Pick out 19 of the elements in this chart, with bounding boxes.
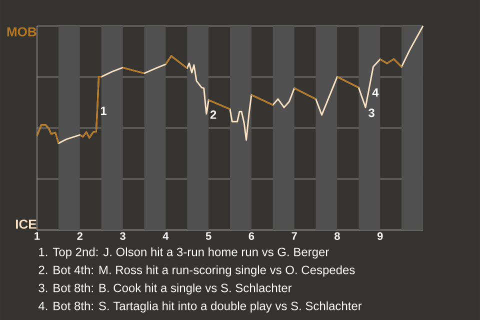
x-tick-label: 9 bbox=[377, 232, 383, 240]
text: 1. Top 2nd: J. Olson hit a 3-run home run vs G. Berger bbox=[39, 247, 329, 259]
x-tick-label: 1 bbox=[34, 232, 40, 240]
x-tick-label: 3 bbox=[120, 232, 126, 240]
x-tick-label: 2 bbox=[77, 232, 83, 240]
text: MOB bbox=[7, 27, 36, 36]
text: 4. Bot 8th: S. Tartaglia hit into a double play vs S. Schlachter bbox=[38, 301, 362, 313]
x-tick-label: 4 bbox=[162, 232, 169, 240]
annotation: 1 bbox=[100, 106, 107, 116]
x-tick-label: 5 bbox=[206, 232, 212, 240]
annotation: 3 bbox=[368, 108, 374, 118]
annotation: 4 bbox=[372, 88, 379, 97]
text: 3. Bot 8th: B. Cook hit a single vs S. Schlachter bbox=[38, 283, 292, 295]
x-tick-label: 7 bbox=[292, 232, 297, 240]
annotation: 2 bbox=[210, 110, 216, 119]
x-tick-label: 8 bbox=[334, 232, 340, 240]
text: ICE bbox=[16, 220, 36, 229]
text: 2. Bot 4th: M. Ross hit a run-scoring single vs O. Cespedes bbox=[38, 265, 355, 277]
x-tick-label: 6 bbox=[248, 232, 254, 240]
